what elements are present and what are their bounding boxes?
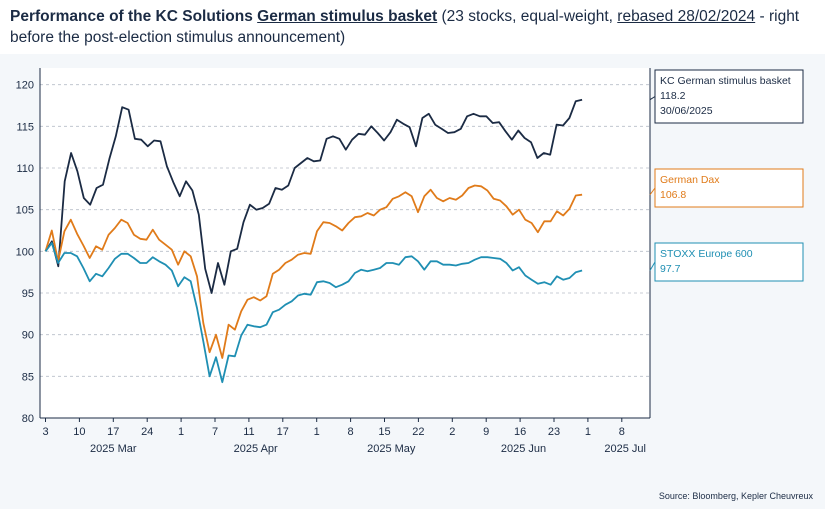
x-tick-label-10: 15 [378, 426, 390, 438]
y-tick-label-120: 120 [16, 80, 34, 92]
x-tick-label-0: 3 [42, 426, 48, 438]
x-tick-label-3: 24 [141, 426, 153, 438]
title-part-4: rebased 28/02/2024 [617, 8, 756, 25]
series-line-2 [44, 242, 583, 384]
x-tick-label-15: 23 [548, 426, 560, 438]
callout-value-1: 106.8 [660, 189, 686, 201]
x-month-label-2: 2025 May [367, 443, 416, 455]
callout-name-2: STOXX Europe 600 [660, 248, 753, 260]
gridlines [40, 68, 650, 418]
y-tick-label-105: 105 [16, 205, 34, 217]
x-tick-label-9: 8 [348, 426, 354, 438]
x-tick-label-17: 8 [619, 426, 625, 438]
x-month-label-1: 2025 Apr [234, 443, 278, 455]
x-tick-label-11: 22 [412, 426, 424, 438]
series-lines [44, 98, 583, 384]
x-tick-label-8: 1 [314, 426, 320, 438]
y-tick-label-90: 90 [22, 330, 34, 342]
callout-connector-0 [649, 96, 656, 101]
callout-name-0: KC German stimulus basket [660, 75, 791, 87]
y-tick-label-85: 85 [22, 371, 34, 383]
x-tick-label-5: 7 [212, 426, 218, 438]
y-tick-label-110: 110 [16, 163, 34, 175]
x-tick-label-4: 1 [178, 426, 184, 438]
x-month-label-4: 2025 Jul [604, 443, 646, 455]
callout-box-0 [654, 69, 804, 124]
title-part-1: Performance of the KC Solutions [10, 8, 258, 25]
series-line-0 [44, 98, 583, 294]
title-part-2: German stimulus basket [257, 8, 438, 25]
y-tick-label-115: 115 [16, 121, 34, 133]
y-tick-label-100: 100 [16, 246, 34, 258]
callout-box-1 [654, 168, 804, 208]
x-month-label-3: 2025 Jun [501, 443, 546, 455]
x-month-label-0: 2025 Mar [90, 443, 137, 455]
y-tick-label-80: 80 [22, 413, 34, 425]
source-note: Source: Bloomberg, Kepler Cheuvreux [658, 491, 813, 501]
legend-callouts: KC German stimulus basket 118.2 30/06/2025… [649, 69, 804, 282]
x-tick-label-1: 10 [73, 426, 85, 438]
x-tick-label-16: 1 [585, 426, 591, 438]
callout-value-0: 118.2 [660, 90, 686, 102]
title-part-3: (23 stocks, equal-weight, [437, 8, 618, 25]
x-tick-label-14: 16 [514, 426, 526, 438]
callout-value-2: 97.7 [660, 263, 681, 275]
callout-connector-1 [649, 187, 656, 195]
y-tick-label-95: 95 [22, 288, 34, 300]
series-line-1 [44, 184, 583, 359]
x-tick-label-6: 11 [243, 426, 254, 438]
plot-area [40, 68, 650, 418]
x-tick-label-7: 17 [277, 426, 289, 438]
x-tick-label-13: 9 [483, 426, 489, 438]
title-part-5: - right before the post-election stimulu… [10, 8, 800, 46]
chart-title: Performance of the KC Solutions German s… [10, 6, 810, 48]
x-tick-label-2: 17 [107, 426, 119, 438]
x-tick-label-12: 2 [449, 426, 455, 438]
callout-date-0: 30/06/2025 [660, 105, 713, 117]
callout-box-2 [654, 242, 804, 282]
callout-name-1: German Dax [660, 174, 720, 186]
callout-connector-2 [649, 261, 656, 271]
